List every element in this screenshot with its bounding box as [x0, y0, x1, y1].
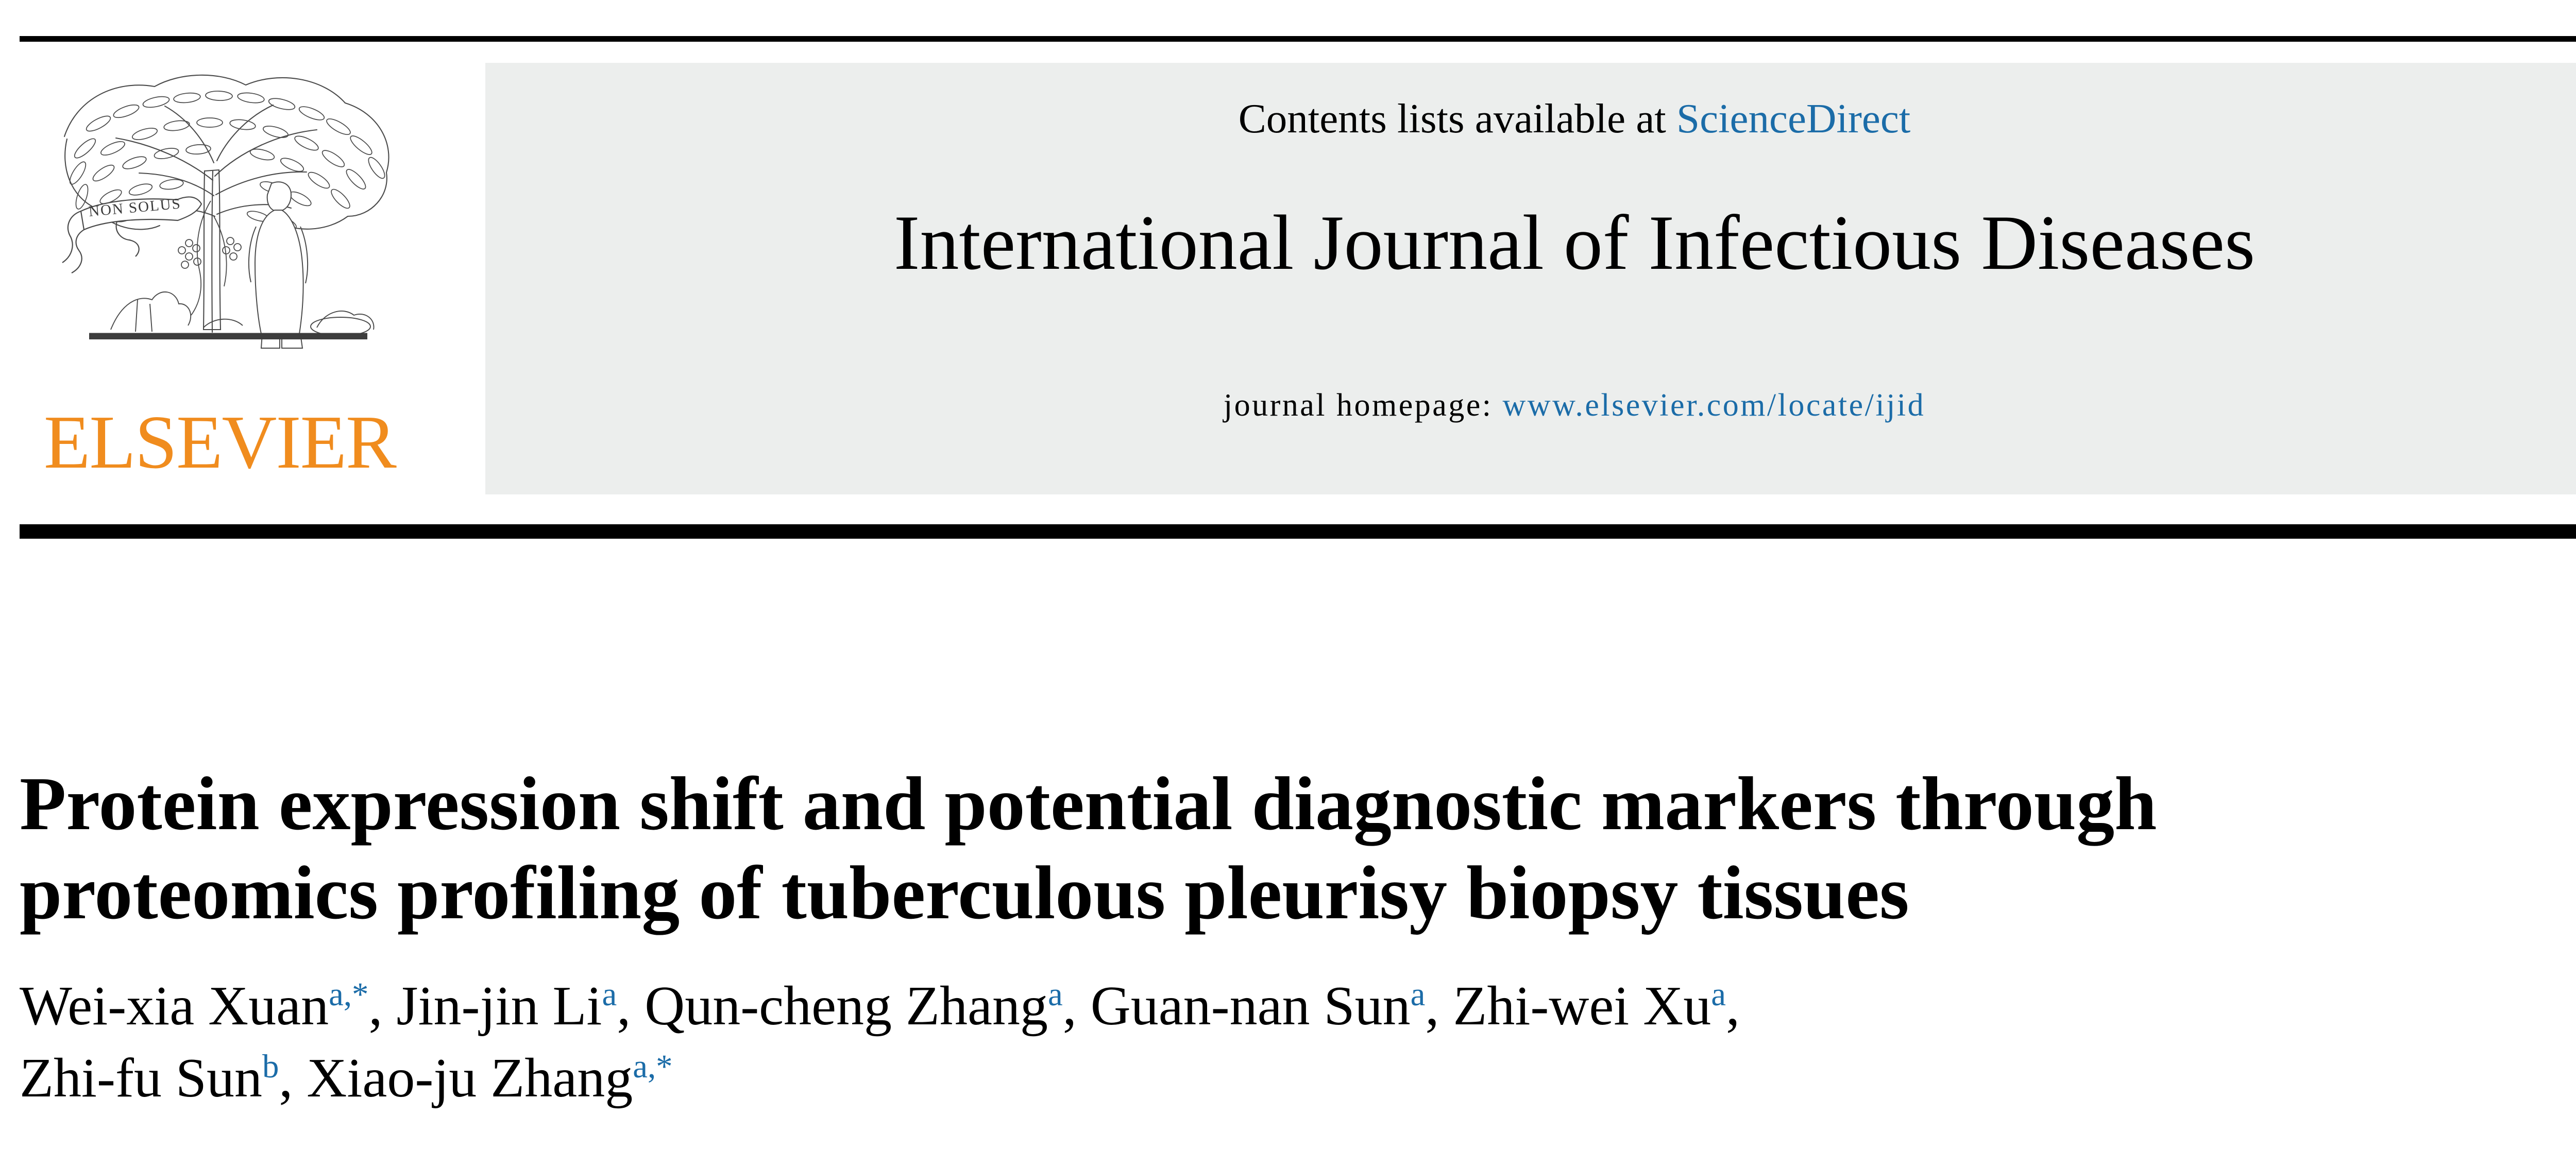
author-name: Guan-nan Sun [1090, 975, 1411, 1037]
journal-homepage-link[interactable]: www.elsevier.com/locate/ijid [1502, 388, 1926, 423]
article-title-line-1: Protein expression shift and potential d… [20, 762, 2157, 847]
top-horizontal-rule [20, 36, 2576, 42]
author-name: Zhi-wei Xu [1453, 975, 1711, 1037]
author-name: Jin-jin Li [396, 975, 602, 1037]
author-affiliation-marker: a [602, 976, 617, 1013]
author-line-1: Wei-xia Xuana,*, Jin-jin Lia, Qun-cheng … [20, 975, 1740, 1037]
journal-banner: Contents lists available at ScienceDirec… [485, 63, 2576, 494]
article-header: Protein expression shift and potential d… [0, 539, 2576, 1167]
contents-lists-prefix: Contents lists available at [1238, 95, 1677, 142]
author-name: Xiao-ju Zhang [307, 1048, 633, 1109]
author-list: Wei-xia Xuana,*, Jin-jin Lia, Qun-cheng … [20, 970, 2576, 1115]
author-name: Zhi-fu Sun [20, 1048, 262, 1109]
sciencedirect-link[interactable]: ScienceDirect [1676, 95, 1911, 142]
author-affiliation-marker: a [1047, 976, 1063, 1013]
author-name: Qun-cheng Zhang [645, 975, 1048, 1037]
elsevier-tree-logo: NON SOLUS [49, 62, 404, 402]
article-title-line-2: proteomics profiling of tuberculous pleu… [20, 851, 1909, 936]
contents-lists-line: Contents lists available at ScienceDirec… [485, 95, 2576, 143]
author-affiliation-marker: b [262, 1048, 279, 1086]
author-affiliation-marker: a [1410, 976, 1426, 1013]
author-affiliation-marker: a,* [633, 1048, 673, 1086]
author-name: Wei-xia Xuan [20, 975, 329, 1037]
elsevier-wordmark: ELSEVIER [44, 400, 397, 485]
author-affiliation-marker: a,* [329, 976, 369, 1013]
journal-homepage-line: journal homepage: www.elsevier.com/locat… [485, 387, 2576, 424]
journal-title: International Journal of Infectious Dise… [893, 199, 2256, 286]
elsevier-logo-block: NON SOLUS [21, 62, 428, 500]
author-affiliation-marker: a [1711, 976, 1726, 1013]
article-title: Protein expression shift and potential d… [20, 760, 2576, 938]
journal-homepage-prefix: journal homepage: [1223, 388, 1503, 423]
author-line-2: Zhi-fu Sunb, Xiao-ju Zhanga,* [20, 1048, 673, 1109]
journal-masthead: NON SOLUS [0, 57, 2576, 500]
masthead-bottom-rule [20, 524, 2576, 539]
